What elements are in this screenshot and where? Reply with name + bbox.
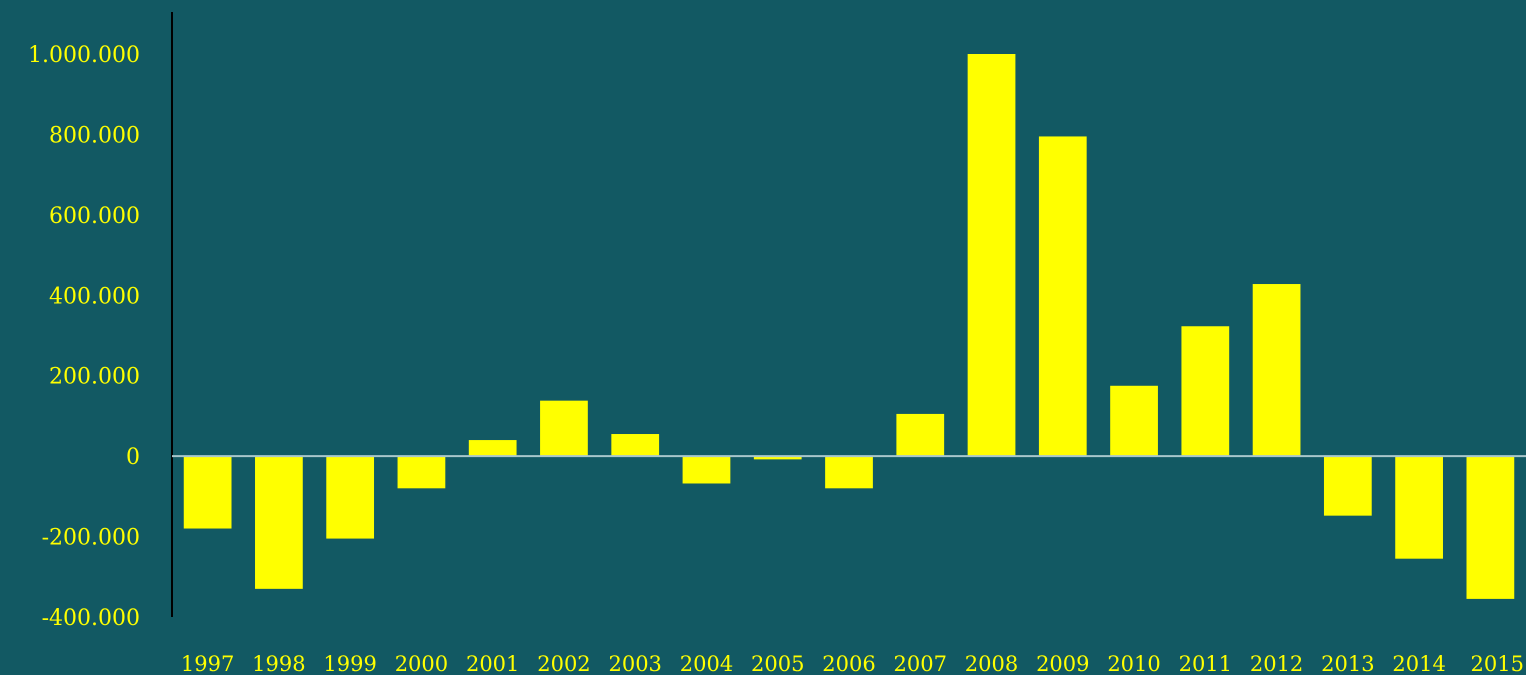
y-tick-label: 400.000 [49, 284, 140, 309]
x-tick-label-2010: 2010 [1107, 652, 1160, 675]
x-tick-label-2013: 2013 [1321, 652, 1374, 675]
bar-2007 [896, 413, 945, 457]
x-tick-label-1997: 1997 [181, 652, 234, 675]
x-tick-label-2003: 2003 [608, 652, 661, 675]
x-tick-label-2004: 2004 [680, 652, 733, 675]
x-tick-label-2000: 2000 [395, 652, 448, 675]
bar-2004 [682, 456, 731, 484]
y-tick-label: 600.000 [49, 204, 140, 229]
y-tick-label: 800.000 [49, 123, 140, 148]
bars [183, 54, 1515, 599]
x-tick-label-2015: 2015 [1471, 652, 1524, 675]
bar-2014 [1395, 456, 1443, 559]
bar-1997 [183, 456, 232, 529]
bar-2006 [825, 456, 873, 489]
bar-2000 [397, 456, 446, 489]
x-tick-label-2011: 2011 [1179, 652, 1232, 675]
x-tick-label-2005: 2005 [751, 652, 804, 675]
bar-2003 [611, 434, 660, 457]
bar-2010 [1110, 385, 1158, 457]
bar-2015 [1466, 456, 1515, 599]
bar-2001 [468, 440, 517, 457]
x-tick-label-2008: 2008 [965, 652, 1018, 675]
y-axis: -400.000 -200.000 0 200.000 400.000 600.000 80… [28, 12, 173, 631]
y-tick-label: 0 [126, 445, 140, 470]
y-tick-label: 200.000 [49, 365, 140, 390]
x-tick-label-2002: 2002 [537, 652, 590, 675]
x-tick-label-2009: 2009 [1036, 652, 1089, 675]
bar-2002 [540, 400, 588, 457]
bar-2005 [753, 456, 802, 460]
bar-2012 [1252, 284, 1301, 457]
y-tick-label: 1.000.000 [28, 43, 140, 68]
bar-2008 [967, 54, 1016, 457]
bar-2009 [1038, 136, 1087, 457]
x-tick-label-1998: 1998 [252, 652, 305, 675]
x-tick-label-2007: 2007 [894, 652, 947, 675]
x-tick-label-2001: 2001 [466, 652, 519, 675]
bar-1998 [255, 456, 303, 589]
y-tick-label: -400.000 [42, 606, 140, 631]
x-tick-label-1999: 1999 [323, 652, 376, 675]
y-tick-label: -200.000 [42, 526, 140, 551]
bar-2013 [1323, 456, 1372, 516]
x-axis-labels: 1997 1998 1999 2000 2001 2002 2003 2004 2005 2006… [181, 652, 1524, 675]
x-tick-label-2014: 2014 [1392, 652, 1445, 675]
x-tick-label-2006: 2006 [822, 652, 875, 675]
x-tick-label-2012: 2012 [1250, 652, 1303, 675]
bar-1999 [326, 456, 375, 539]
bar-2011 [1181, 326, 1230, 457]
